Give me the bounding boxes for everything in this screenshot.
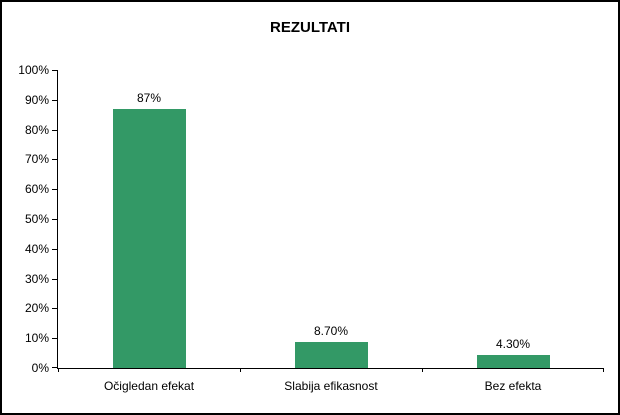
bar xyxy=(477,355,550,368)
y-axis-tick-label: 40% xyxy=(24,242,49,256)
y-axis-tick-label: 80% xyxy=(24,123,49,137)
y-axis-tick-label: 20% xyxy=(24,301,49,315)
bar-value-label: 4.30% xyxy=(495,337,531,351)
y-axis-tick-label: 100% xyxy=(18,63,49,77)
y-axis-tick xyxy=(52,100,57,101)
y-axis-tick xyxy=(52,130,57,131)
bar-value-label: 8.70% xyxy=(313,324,349,338)
y-axis-tick xyxy=(52,367,57,368)
y-axis-tick-label: 60% xyxy=(24,182,49,196)
y-axis-tick xyxy=(52,338,57,339)
bar xyxy=(295,342,368,368)
y-axis-tick xyxy=(52,189,57,190)
y-axis-tick-label: 90% xyxy=(24,93,49,107)
y-axis-tick xyxy=(52,279,57,280)
y-axis-tick xyxy=(52,70,57,71)
y-axis-tick xyxy=(52,219,57,220)
x-axis-tick xyxy=(422,368,423,372)
x-axis-tick xyxy=(58,368,59,372)
y-axis-tick xyxy=(52,308,57,309)
category-label: Očigledan efekat xyxy=(103,379,195,393)
x-axis-tick xyxy=(240,368,241,372)
bar-value-label: 87% xyxy=(136,91,162,105)
y-axis-tick-label: 50% xyxy=(24,212,49,226)
y-axis-tick-label: 70% xyxy=(24,152,49,166)
plot-area: 100% 90% 80% 70% 60% 50% 40% 30% 20% 10% 0% 87% Očig… xyxy=(18,63,604,393)
y-axis-tick xyxy=(52,249,57,250)
y-axis-tick xyxy=(52,159,57,160)
y-axis-tick-label: 30% xyxy=(24,272,49,286)
x-axis-tick xyxy=(603,368,604,372)
y-axis-tick-label: 10% xyxy=(24,331,49,345)
y-axis-tick-label: 0% xyxy=(31,361,49,375)
bar xyxy=(113,109,186,368)
category-label: Slabija efikasnost xyxy=(284,379,378,393)
category-label: Bez efekta xyxy=(484,379,542,393)
chart-title: REZULTATI xyxy=(270,19,350,36)
